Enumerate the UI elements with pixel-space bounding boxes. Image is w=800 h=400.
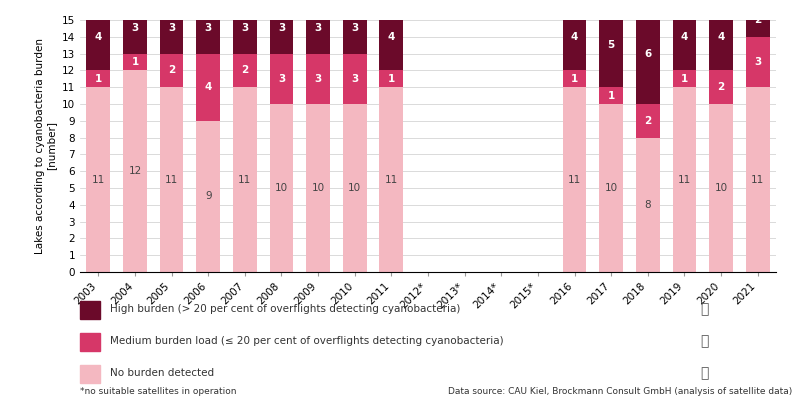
Text: 11: 11 [568,174,581,185]
Bar [233,3,257,54]
Text: 4: 4 [388,32,395,42]
Text: 11: 11 [678,174,691,185]
Bar [599,87,623,104]
Bar [599,104,623,272]
Text: 11: 11 [385,174,398,185]
Text: 1: 1 [571,74,578,84]
Text: 3: 3 [314,74,322,84]
Text: No burden detected: No burden detected [110,368,214,378]
Bar [196,54,220,121]
Y-axis label: Lakes according to cyanobacteria burden
[number]: Lakes according to cyanobacteria burden … [34,38,56,254]
Bar [160,54,183,87]
Text: 10: 10 [311,183,325,193]
Text: 3: 3 [351,74,358,84]
Text: 10: 10 [605,183,618,193]
Bar [86,70,110,87]
Text: *no suitable satellites in operation: *no suitable satellites in operation [80,387,237,396]
Bar [196,121,220,272]
Text: Medium burden load (≤ 20 per cent of overflights detecting cyanobacteria): Medium burden load (≤ 20 per cent of ove… [110,336,503,346]
Text: 9: 9 [205,191,211,201]
Text: 3: 3 [168,23,175,33]
Bar [270,54,294,104]
Text: 4: 4 [718,32,725,42]
Bar [123,70,147,272]
Text: 3: 3 [242,23,249,33]
Bar [270,3,294,54]
Text: 3: 3 [278,23,285,33]
Text: 2: 2 [644,116,651,126]
Bar [306,54,330,104]
Bar [562,3,586,70]
Bar [86,87,110,272]
Bar [709,70,733,104]
Text: 2: 2 [168,65,175,75]
Bar [233,87,257,272]
Bar [673,3,696,70]
Text: 8: 8 [645,200,651,210]
Text: High burden (> 20 per cent of overflights detecting cyanobacteria): High burden (> 20 per cent of overflight… [110,304,460,314]
Bar [233,54,257,87]
Text: 5: 5 [607,40,614,50]
Text: 〜: 〜 [700,366,708,380]
Text: 11: 11 [751,174,764,185]
Text: 2: 2 [754,15,762,25]
Bar [379,3,403,70]
Text: 1: 1 [131,57,138,67]
Text: 4: 4 [571,32,578,42]
Bar [343,54,366,104]
Bar [343,3,366,54]
Text: 11: 11 [165,174,178,185]
Text: 3: 3 [314,23,322,33]
Bar [562,70,586,87]
Bar [160,3,183,54]
Text: Data source: CAU Kiel, Brockmann Consult GmbH (analysis of satellite data): Data source: CAU Kiel, Brockmann Consult… [448,387,792,396]
Text: 10: 10 [275,183,288,193]
Bar [599,3,623,87]
Text: 3: 3 [351,23,358,33]
Text: 12: 12 [128,166,142,176]
Bar [123,3,147,54]
Bar [746,37,770,87]
Text: 3: 3 [131,23,138,33]
Text: 2: 2 [718,82,725,92]
Bar [379,87,403,272]
Bar [746,3,770,37]
Bar [343,104,366,272]
Bar [709,3,733,70]
Text: 10: 10 [714,183,728,193]
Text: 1: 1 [388,74,395,84]
Text: 4: 4 [205,82,212,92]
Text: 1: 1 [94,74,102,84]
Bar [709,104,733,272]
Bar [636,104,660,138]
Text: 〜: 〜 [700,334,708,348]
Bar [379,70,403,87]
Bar [196,3,220,54]
Bar [270,104,294,272]
Text: 2: 2 [242,65,249,75]
Text: 3: 3 [754,57,762,67]
Text: 6: 6 [644,49,651,59]
Text: 1: 1 [607,91,614,101]
Bar [123,54,147,70]
Bar [86,3,110,70]
Bar [673,87,696,272]
Text: 4: 4 [94,32,102,42]
Bar [673,70,696,87]
Text: 4: 4 [681,32,688,42]
Text: 10: 10 [348,183,362,193]
Bar [306,3,330,54]
Bar [636,3,660,104]
Text: 〜: 〜 [700,302,708,316]
Text: 3: 3 [205,23,212,33]
Bar [746,87,770,272]
Bar [306,104,330,272]
Bar [562,87,586,272]
Text: 11: 11 [238,174,251,185]
Text: 3: 3 [278,74,285,84]
Bar [636,138,660,272]
Text: 1: 1 [681,74,688,84]
Bar [160,87,183,272]
Text: 11: 11 [92,174,105,185]
